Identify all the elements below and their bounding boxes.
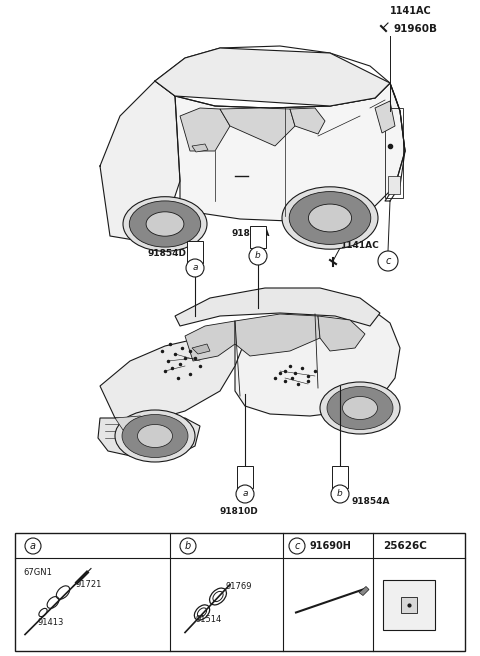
Polygon shape bbox=[192, 144, 208, 152]
Ellipse shape bbox=[137, 424, 172, 447]
Circle shape bbox=[331, 485, 349, 503]
Polygon shape bbox=[318, 316, 365, 351]
Polygon shape bbox=[235, 298, 400, 416]
Text: 91721: 91721 bbox=[75, 580, 101, 589]
Text: a: a bbox=[192, 264, 198, 272]
Text: a: a bbox=[242, 489, 248, 499]
Bar bbox=[388, 176, 400, 194]
Polygon shape bbox=[220, 108, 295, 146]
Polygon shape bbox=[175, 288, 380, 326]
Polygon shape bbox=[115, 416, 155, 433]
Circle shape bbox=[25, 538, 41, 554]
Ellipse shape bbox=[123, 197, 207, 251]
Ellipse shape bbox=[146, 212, 184, 236]
Text: 1141AC: 1141AC bbox=[340, 241, 379, 251]
Text: 91854A: 91854A bbox=[352, 497, 391, 506]
Ellipse shape bbox=[289, 192, 371, 245]
Polygon shape bbox=[98, 418, 200, 458]
Text: 91854D: 91854D bbox=[148, 249, 187, 258]
Text: c: c bbox=[385, 256, 391, 266]
Polygon shape bbox=[180, 108, 230, 151]
Bar bbox=[383, 579, 435, 630]
Circle shape bbox=[236, 485, 254, 503]
Circle shape bbox=[180, 538, 196, 554]
Text: 91810D: 91810D bbox=[220, 506, 259, 516]
Bar bbox=[250, 226, 266, 248]
Circle shape bbox=[289, 538, 305, 554]
Circle shape bbox=[378, 251, 398, 271]
Text: 91854A: 91854A bbox=[232, 230, 271, 239]
Text: c: c bbox=[294, 541, 300, 551]
Text: 1141AC: 1141AC bbox=[390, 6, 432, 16]
Circle shape bbox=[186, 259, 204, 277]
Polygon shape bbox=[155, 48, 390, 106]
Bar bbox=[15, 533, 465, 651]
Text: b: b bbox=[185, 541, 191, 551]
Ellipse shape bbox=[129, 201, 201, 247]
Polygon shape bbox=[359, 586, 369, 596]
Text: 91514: 91514 bbox=[195, 615, 221, 624]
Bar bbox=[385, 108, 403, 198]
Bar bbox=[401, 596, 417, 613]
Text: a: a bbox=[30, 541, 36, 551]
Text: 67GN1: 67GN1 bbox=[23, 568, 52, 577]
Text: 91690H: 91690H bbox=[309, 541, 351, 551]
Bar bbox=[237, 466, 253, 488]
Bar bbox=[187, 241, 203, 263]
Bar bbox=[332, 466, 348, 488]
Text: 91769: 91769 bbox=[225, 582, 252, 591]
Text: 91413: 91413 bbox=[37, 618, 63, 627]
Ellipse shape bbox=[343, 396, 377, 419]
Polygon shape bbox=[185, 321, 235, 361]
Text: 91960B: 91960B bbox=[393, 24, 437, 34]
Polygon shape bbox=[375, 101, 395, 133]
Polygon shape bbox=[290, 108, 325, 134]
Ellipse shape bbox=[122, 415, 188, 457]
Ellipse shape bbox=[308, 204, 351, 232]
Polygon shape bbox=[192, 344, 210, 354]
Ellipse shape bbox=[320, 382, 400, 434]
Text: 25626C: 25626C bbox=[383, 541, 427, 551]
Polygon shape bbox=[235, 314, 320, 356]
Ellipse shape bbox=[327, 386, 393, 430]
Ellipse shape bbox=[115, 410, 195, 462]
Text: b: b bbox=[255, 251, 261, 260]
Text: b: b bbox=[337, 489, 343, 499]
Polygon shape bbox=[100, 338, 235, 421]
Ellipse shape bbox=[282, 187, 378, 249]
Polygon shape bbox=[100, 81, 180, 241]
Polygon shape bbox=[175, 83, 405, 221]
Circle shape bbox=[249, 247, 267, 265]
